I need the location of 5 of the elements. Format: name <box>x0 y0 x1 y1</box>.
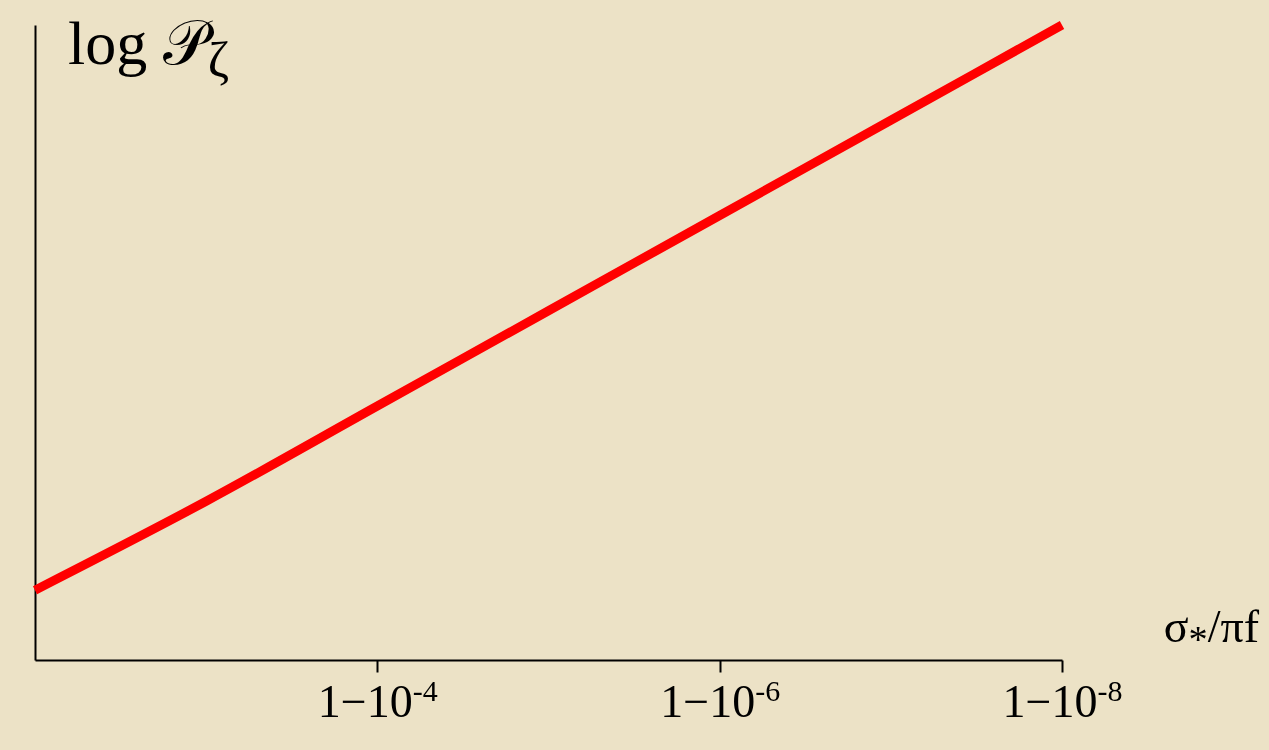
x-tick-label: 1−10$^{-4}$ <box>317 673 438 727</box>
x-tick-label: 1−10$^{-8}$ <box>1002 673 1123 727</box>
y-axis-title: log 𝒫$_{ζ}$ <box>68 8 230 90</box>
x-axis-title: σ$_{*}$/πf <box>1163 600 1259 662</box>
x-tick-label: 1−10$^{-6}$ <box>660 673 781 727</box>
